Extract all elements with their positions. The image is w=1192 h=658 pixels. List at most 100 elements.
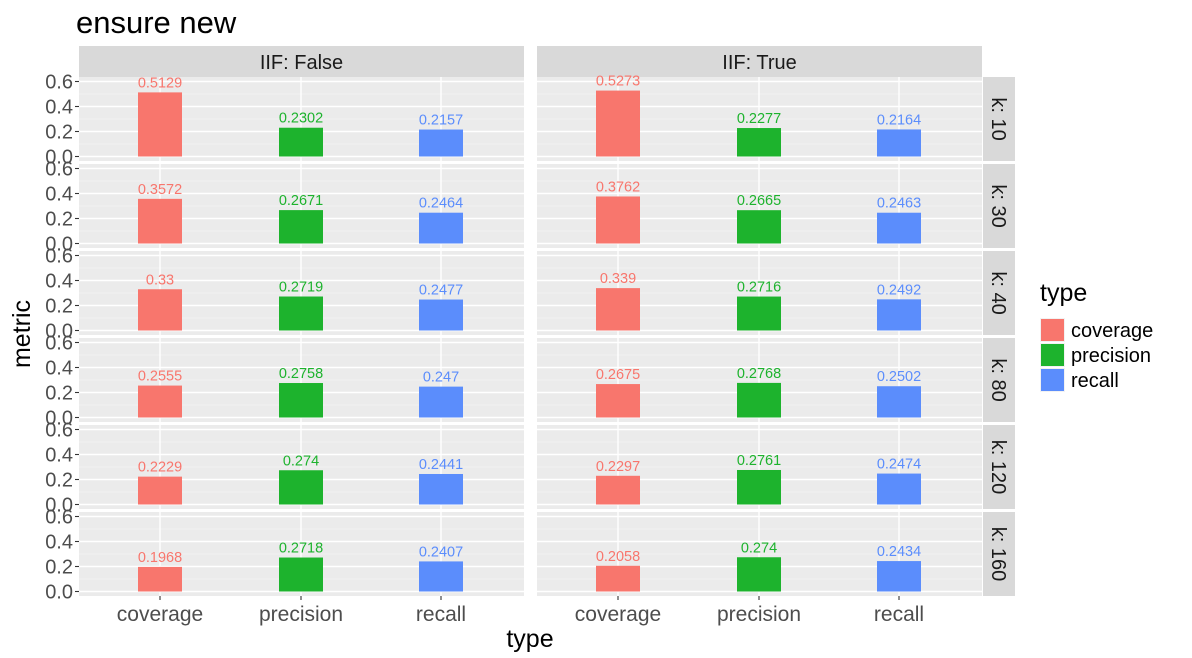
col-strip [537,46,982,77]
panel: 0.339 0.2716 0.2492 [537,251,982,335]
x-tick-label: precision [259,603,343,626]
bar-coverage [138,476,182,505]
x-tick-label: coverage [117,603,203,626]
bar-coverage [138,289,182,331]
bar-value-label: 0.2164 [877,112,921,128]
y-tick-label: 0.4 [45,271,73,293]
bar-coverage [138,566,182,592]
y-tick-label: 0.6 [45,507,73,529]
bar-value-label: 0.2716 [737,280,781,296]
bar-precision [737,210,781,244]
legend-key-coverage [1041,319,1064,341]
bar-recall [877,473,921,505]
legend: type coverage precision recall [1040,279,1153,392]
row-strip-label: k: 40 [987,271,1009,314]
y-tick-label: 0.4 [45,532,73,554]
panel: 0.2555 0.2758 0.247 [79,338,524,422]
y-tick-label: 0.0 [45,147,73,169]
bar-precision [737,382,781,418]
panel: 0.2675 0.2768 0.2502 [537,338,982,422]
legend-label: precision [1071,345,1151,367]
bar-value-label: 0.1968 [138,550,182,566]
y-tick-label: 0.6 [45,246,73,268]
y-tick-label: 0.6 [45,420,73,442]
x-tick-label: coverage [575,603,661,626]
bar-recall [419,561,463,592]
bar-recall [419,473,463,505]
bar-value-label: 0.274 [283,453,319,469]
bar-coverage [596,90,640,157]
bar-value-label: 0.2297 [596,459,640,475]
y-axis-title: metric [8,300,36,368]
bar-precision [279,296,323,331]
bar-coverage [138,198,182,244]
bar-value-label: 0.2277 [737,111,781,127]
bar-precision [279,557,323,592]
bar-value-label: 0.2434 [877,544,921,560]
bar-coverage [138,385,182,418]
bar-value-label: 0.2474 [877,457,921,473]
bar-recall [419,129,463,157]
bar-recall [419,212,463,244]
bar-value-label: 0.2229 [138,460,182,476]
bar-value-label: 0.2302 [279,111,323,127]
row-strip-label: k: 10 [987,97,1009,140]
bar-precision [279,210,323,244]
y-tick-label: 0.2 [45,383,73,405]
y-tick-label: 0.4 [45,445,73,467]
bar-value-label: 0.2719 [279,280,323,296]
row-strip [983,77,1015,161]
bar-recall [419,386,463,418]
bar-coverage [138,92,182,157]
bar-precision [737,557,781,592]
bar-value-label: 0.2477 [419,283,463,299]
bar-value-label: 0.2675 [596,367,640,383]
y-tick-label: 0.0 [45,234,73,256]
legend-key-recall [1041,369,1064,391]
bar-value-label: 0.2761 [737,453,781,469]
y-tick-label: 0.2 [45,122,73,144]
bar-value-label: 0.2502 [877,369,921,385]
panel: 0.2297 0.2761 0.2474 [537,425,982,509]
y-tick-label: 0.0 [45,321,73,343]
bar-coverage [596,196,640,244]
bar-value-label: 0.2464 [419,196,463,212]
y-tick-label: 0.2 [45,209,73,231]
bar-precision [737,469,781,505]
bar-precision [279,470,323,505]
panel: 0.2229 0.274 0.2441 [79,425,524,509]
bar-value-label: 0.2441 [419,457,463,473]
bar-coverage [596,475,640,505]
row-strip-label: k: 80 [987,358,1009,401]
bar-value-label: 0.2671 [279,193,323,209]
bar-precision [279,127,323,157]
facet-grid: IIF: False IIF: True k: 10 0.0 0.2 0.4 0.6 0.51… [45,46,1015,626]
bar-value-label: 0.247 [423,370,459,386]
row-strip-label: k: 160 [987,527,1009,581]
bar-value-label: 0.2718 [279,541,323,557]
bar-value-label: 0.2407 [419,544,463,560]
chart-title: ensure new [76,5,237,40]
bar-value-label: 0.3572 [138,182,182,198]
legend-title: type [1040,279,1087,307]
panel: 0.2058 0.274 0.2434 [537,512,982,596]
y-tick-label: 0.4 [45,97,73,119]
legend-key-precision [1041,344,1064,366]
bar-value-label: 0.2157 [419,113,463,129]
panel: 0.3762 0.2665 0.2463 [537,164,982,248]
y-tick-label: 0.2 [45,557,73,579]
x-tick-label: recall [416,603,466,626]
col-strip [79,46,524,77]
y-tick-label: 0.0 [45,582,73,604]
bar-precision [737,128,781,157]
bar-coverage [596,288,640,331]
panel: 0.3572 0.2671 0.2464 [79,164,524,248]
y-tick-label: 0.0 [45,495,73,517]
y-tick-label: 0.4 [45,184,73,206]
row-strip-label: k: 30 [987,184,1009,227]
bar-value-label: 0.5129 [138,75,182,91]
y-tick-label: 0.2 [45,470,73,492]
col-strip-label: IIF: False [260,52,343,74]
row-strip [983,425,1015,509]
bar-value-label: 0.2758 [279,366,323,382]
